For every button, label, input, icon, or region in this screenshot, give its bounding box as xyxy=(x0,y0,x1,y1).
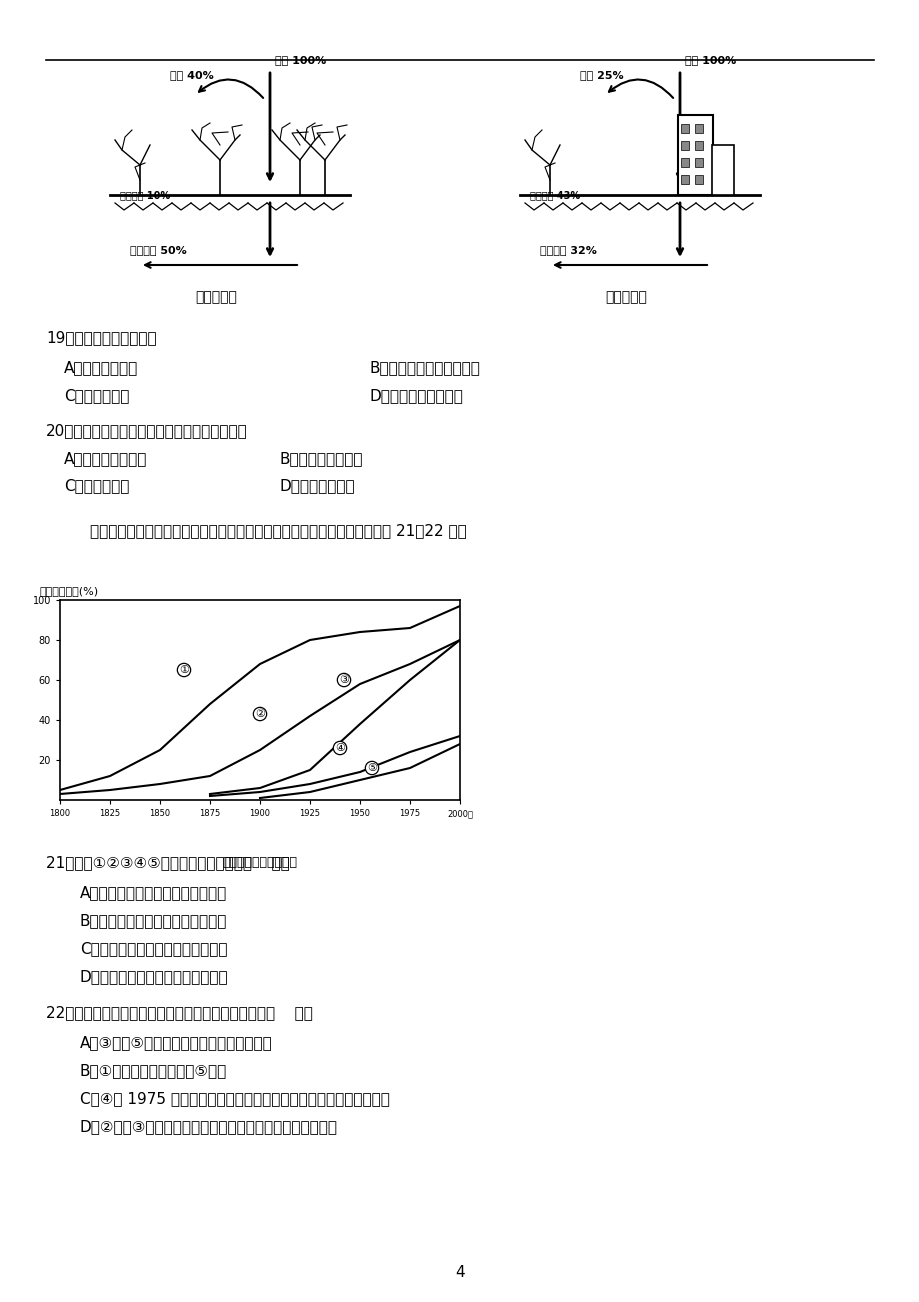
Text: 22．下列有关几个国家城市化进程的叙述，正确的是（    ）。: 22．下列有关几个国家城市化进程的叙述，正确的是（ ）。 xyxy=(46,1005,312,1019)
Text: ⑤: ⑤ xyxy=(367,763,377,773)
Text: 地下径流 32%: 地下径流 32% xyxy=(539,245,596,255)
Text: 蒸发 25%: 蒸发 25% xyxy=(579,70,623,79)
Text: 19．城市建设导致了当地: 19．城市建设导致了当地 xyxy=(46,329,156,345)
Text: 降水 100%: 降水 100% xyxy=(275,55,326,65)
Text: B．地面径流汇集速度减慢: B．地面径流汇集速度减慢 xyxy=(369,359,481,375)
Bar xyxy=(680,141,688,150)
Text: D．②国和③国城市化处于后期阶段，逆城市化现象都很突出: D．②国和③国城市化处于后期阶段，逆城市化现象都很突出 xyxy=(80,1118,337,1134)
Text: ②: ② xyxy=(255,710,265,719)
Text: 几个国家的城市化过程: 几个国家的城市化过程 xyxy=(222,855,297,868)
Text: B．①国的城市人口总数比⑤国多: B．①国的城市人口总数比⑤国多 xyxy=(80,1062,227,1078)
Text: 城市建设前: 城市建设前 xyxy=(195,290,236,303)
Text: A．美国、英国、巴西、日本、印度: A．美国、英国、巴西、日本、印度 xyxy=(80,885,227,900)
Bar xyxy=(694,141,702,150)
Bar xyxy=(711,145,733,195)
Bar xyxy=(680,124,688,133)
Text: ④: ④ xyxy=(335,743,345,753)
Text: B．植被覆盖率增加: B．植被覆盖率增加 xyxy=(279,450,363,466)
Text: ③: ③ xyxy=(338,674,348,685)
Text: D．英国、美国、日本、巴西、印度: D．英国、美国、日本、巴西、印度 xyxy=(80,969,229,984)
Text: 地下径流 50%: 地下径流 50% xyxy=(130,245,187,255)
Bar xyxy=(694,124,702,133)
Text: C．下渗量减少: C．下渗量减少 xyxy=(64,478,130,493)
Text: A．③国和⑤国相比，城市化起步晚，发展快: A．③国和⑤国相比，城市化起步晚，发展快 xyxy=(80,1035,272,1049)
Text: 4: 4 xyxy=(455,1266,464,1280)
Bar xyxy=(677,115,712,195)
Text: 蒸发 40%: 蒸发 40% xyxy=(170,70,213,79)
Text: A．地下水位上升: A．地下水位上升 xyxy=(64,359,138,375)
Text: C．英国、美国、巴西、日本、印度: C．英国、美国、巴西、日本、印度 xyxy=(80,941,227,956)
Text: 地面径流 10%: 地面径流 10% xyxy=(119,190,170,201)
Bar xyxy=(694,174,702,184)
Text: 城市建设后: 城市建设后 xyxy=(605,290,646,303)
Text: 地面径流 43%: 地面径流 43% xyxy=(529,190,580,201)
Text: 城市人口比重(%): 城市人口比重(%) xyxy=(40,586,99,596)
Bar xyxy=(694,158,702,167)
Text: 下图是英国、美国、巴西、日本、印度五国的城市化过程曲线图，读图回答 21～22 题。: 下图是英国、美国、巴西、日本、印度五国的城市化过程曲线图，读图回答 21～22 … xyxy=(90,523,466,538)
Text: D．汛期洪峰流量加大: D．汛期洪峰流量加大 xyxy=(369,388,463,404)
Text: 21．图中①②③④⑤对应的国家正确的是（    ）。: 21．图中①②③④⑤对应的国家正确的是（ ）。 xyxy=(46,855,289,870)
Text: A．生活用水量增加: A．生活用水量增加 xyxy=(64,450,147,466)
Text: 20．城市建设后地面径流发生变化的主要原因是: 20．城市建设后地面径流发生变化的主要原因是 xyxy=(46,423,247,437)
Text: D．城市热岛效应: D．城市热岛效应 xyxy=(279,478,356,493)
Text: C．④国 1975 年后城市化速度变慢，主要原因是人口自然增长率变高: C．④国 1975 年后城市化速度变慢，主要原因是人口自然增长率变高 xyxy=(80,1091,390,1105)
Bar xyxy=(680,174,688,184)
Text: 降水 100%: 降水 100% xyxy=(685,55,735,65)
Bar xyxy=(680,158,688,167)
Text: B．英国、美国、日本、印度、巴西: B．英国、美国、日本、印度、巴西 xyxy=(80,913,227,928)
Text: C．蒸发量增加: C．蒸发量增加 xyxy=(64,388,130,404)
Text: ①: ① xyxy=(179,665,188,674)
